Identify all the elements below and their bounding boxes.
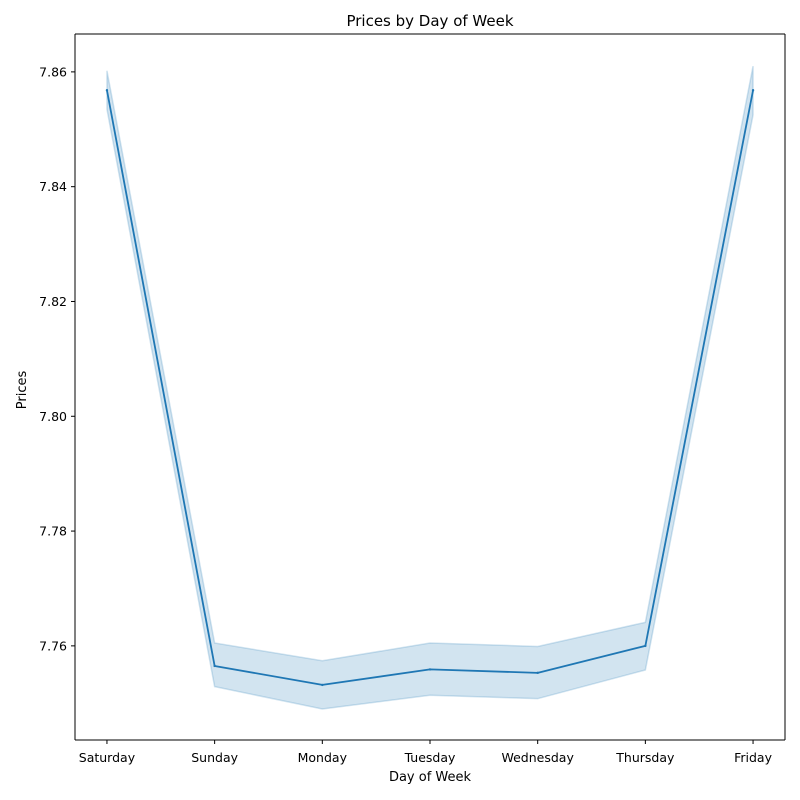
y-tick-label: 7.80 <box>39 409 67 424</box>
confidence-band-0 <box>106 65 754 710</box>
y-tick-label: 7.86 <box>39 64 67 79</box>
y-axis-title: Prices <box>15 371 30 410</box>
chart-title: Prices by Day of Week <box>346 12 513 30</box>
x-tick-label: Friday <box>734 750 772 765</box>
data-point-tuesday <box>428 668 432 671</box>
x-axis-title: Day of Week <box>389 770 472 785</box>
x-tick-label: Tuesday <box>404 750 456 765</box>
data-point-sunday <box>213 664 216 668</box>
x-tick-label: Monday <box>298 750 348 765</box>
x-tick-label: Wednesday <box>501 750 574 765</box>
x-tick-label: Saturday <box>79 750 136 765</box>
y-tick-label: 7.76 <box>39 638 67 653</box>
y-tick-label: 7.78 <box>39 524 67 539</box>
y-tick-label: 7.84 <box>39 179 67 194</box>
data-point-friday <box>751 89 755 92</box>
x-tick-label: Thursday <box>615 750 675 765</box>
x-axis: Saturday Sunday Monday Tuesday Wednesday Thur… <box>79 740 773 765</box>
data-point-monday <box>321 683 324 687</box>
y-axis: 7.76 7.78 7.80 7.82 7.84 7.86 <box>39 64 75 653</box>
data-point-wednesday <box>536 671 539 675</box>
y-tick-label: 7.82 <box>39 294 67 309</box>
data-point-saturday <box>105 89 109 92</box>
x-tick-label: Sunday <box>191 750 238 765</box>
data-point-thursday <box>644 644 647 648</box>
plot-area <box>74 33 786 741</box>
